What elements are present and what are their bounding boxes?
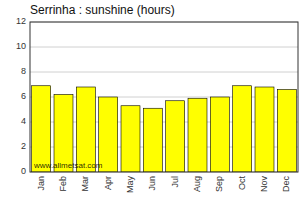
bar [210,97,229,172]
x-tick-label: Apr [103,176,113,190]
bar [277,90,296,173]
y-tick-label: 8 [21,66,26,76]
x-tick-label: Sep [214,176,224,192]
y-tick-label: 12 [16,16,26,26]
chart: 0 2 4 6 8 10 12 Jan Feb Mar Apr May Jun Jul Aug Sep Oct N… [0,0,306,200]
bar [32,86,51,172]
y-tick-label: 6 [21,91,26,101]
x-tick-label: May [125,176,135,194]
chart-container: 0 2 4 6 8 10 12 Jan Feb Mar Apr May Jun Jul Aug Sep Oct N… [0,0,306,200]
x-tick-label: Feb [58,176,68,192]
bar [255,87,274,172]
plot-frame [30,22,298,172]
y-tick-label: 10 [16,41,26,51]
grid-line [30,47,298,48]
x-tick-label: Nov [259,176,269,193]
bar [188,98,207,172]
bars [32,86,297,172]
bar [166,101,185,172]
bar [121,106,140,172]
x-tick-label: Jan [36,176,46,191]
bar [76,87,95,172]
x-tick-label: Oct [237,176,247,191]
grid-line [30,72,298,73]
plot-background [30,22,298,172]
title: Serrinha : sunshine (hours) [30,3,175,17]
x-tick-label: Jun [147,176,157,191]
x-tick-label: Mar [80,176,90,192]
y-tick-label: 2 [21,141,26,151]
x-tick-label: Jul [170,176,180,188]
watermark: www.allmetsat.com [33,161,103,170]
bar [233,86,252,172]
y-tick-label: 0 [21,166,26,176]
x-tick-label: Dec [281,176,291,193]
x-tick-label: Aug [192,176,202,192]
y-tick-label: 4 [21,116,26,126]
bar [143,108,162,172]
